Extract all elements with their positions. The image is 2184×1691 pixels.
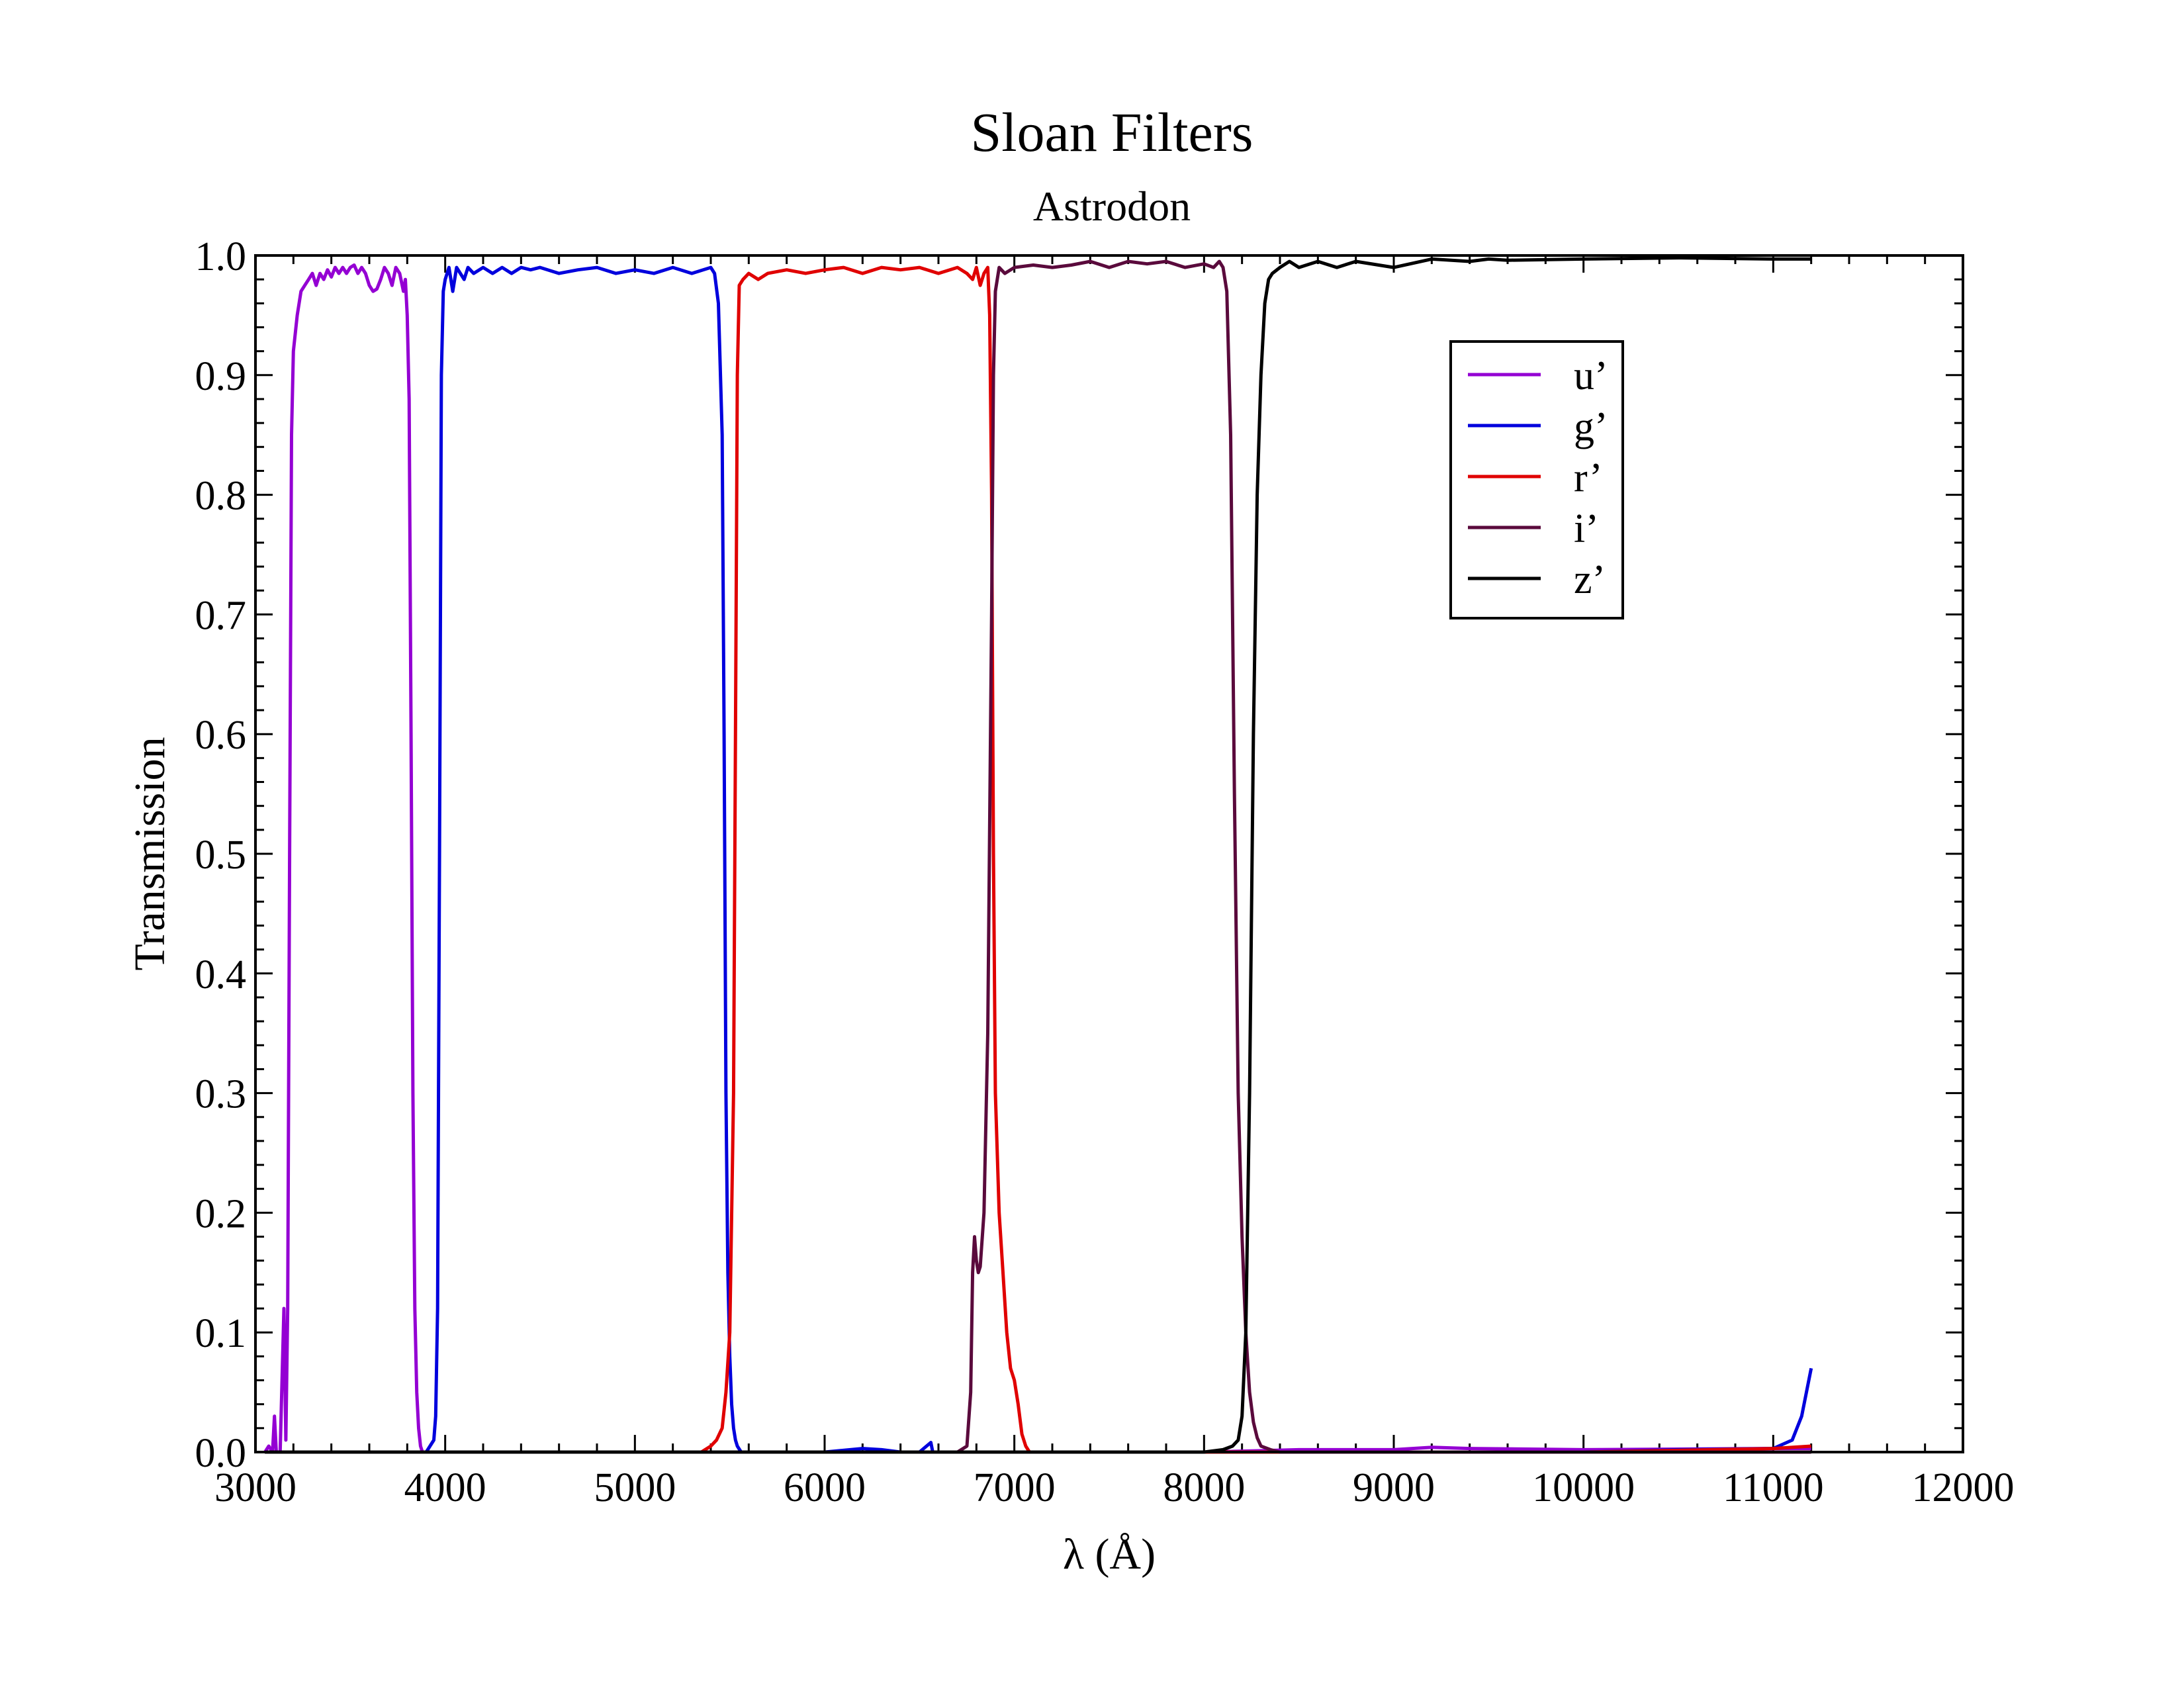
legend: u’ g’ r’ i’ z’ xyxy=(1449,340,1624,619)
y-tick-label: 0.2 xyxy=(195,1191,247,1236)
y-axis-label: Transmission xyxy=(126,737,174,970)
chart-title: Sloan Filters xyxy=(970,102,1253,163)
x-tick-label: 12000 xyxy=(1912,1465,2015,1510)
x-tick-label: 3000 xyxy=(214,1465,296,1510)
legend-label-r: r’ xyxy=(1574,455,1603,500)
y-tick-label: 0.0 xyxy=(195,1431,247,1476)
tick-labels: 3000 4000 5000 6000 7000 8000 9000 10000 11000 12… xyxy=(195,234,2015,1510)
x-tick-label: 8000 xyxy=(1163,1465,1245,1510)
legend-label-z: z’ xyxy=(1574,557,1606,602)
x-tick-label: 5000 xyxy=(594,1465,676,1510)
chart-subtitle: Astrodon xyxy=(1033,183,1191,230)
legend-label-g: g’ xyxy=(1574,404,1608,449)
series-line-g xyxy=(265,265,1813,1454)
x-tick-label: 6000 xyxy=(784,1465,866,1510)
y-tick-label: 0.9 xyxy=(195,354,247,399)
series-lines xyxy=(263,256,1813,1454)
legend-label-u: u’ xyxy=(1574,353,1608,398)
y-tick-label: 0.4 xyxy=(195,952,247,997)
y-tick-label: 1.0 xyxy=(195,234,247,279)
x-tick-label: 4000 xyxy=(404,1465,486,1510)
y-tick-label: 0.1 xyxy=(195,1311,247,1356)
axis-ticks xyxy=(254,254,1964,1453)
y-tick-label: 0.3 xyxy=(195,1072,247,1117)
y-tick-label: 0.7 xyxy=(195,593,247,638)
x-tick-label: 11000 xyxy=(1723,1465,1824,1510)
series-line-r xyxy=(265,265,1811,1454)
series-line-i xyxy=(265,259,1811,1454)
y-tick-label: 0.5 xyxy=(195,833,247,878)
x-tick-label: 10000 xyxy=(1532,1465,1635,1510)
y-tick-label: 0.6 xyxy=(195,713,247,758)
plot-frame xyxy=(254,254,1964,1453)
x-tick-label: 7000 xyxy=(974,1465,1056,1510)
legend-label-i: i’ xyxy=(1574,506,1599,551)
x-axis-label: λ (Å) xyxy=(1063,1530,1156,1578)
series-line-z xyxy=(265,256,1811,1454)
legend-box xyxy=(1449,340,1624,619)
x-tick-label: 9000 xyxy=(1353,1465,1435,1510)
y-tick-label: 0.8 xyxy=(195,474,247,519)
